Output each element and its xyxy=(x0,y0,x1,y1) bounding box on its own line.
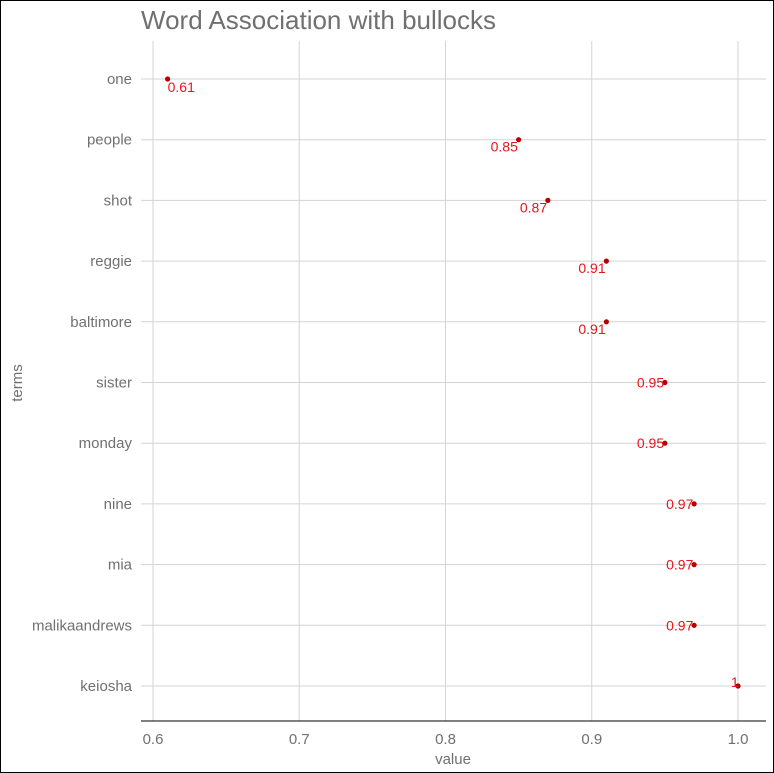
y-tick-label: people xyxy=(87,132,132,149)
y-tick-label: keiosha xyxy=(80,678,132,695)
y-tick-label: sister xyxy=(96,375,132,392)
y-tick-label: mia xyxy=(108,557,133,574)
y-tick-label: reggie xyxy=(90,253,132,270)
chart-title: Word Association with bullocks xyxy=(141,5,496,35)
y-tick-label: malikaandrews xyxy=(32,617,132,634)
x-tick-labels: 0.6 0.7 0.8 0.9 1.0 xyxy=(143,731,749,748)
data-point xyxy=(603,319,609,325)
x-tick-label: 0.8 xyxy=(435,731,456,748)
data-label: 1 xyxy=(731,674,739,690)
y-tick-label: nine xyxy=(104,496,132,513)
y-tick-labels: one people shot reggie baltimore sister monday… xyxy=(32,71,133,695)
data-point xyxy=(662,379,668,386)
x-tick-label: 0.9 xyxy=(581,731,602,748)
data-point xyxy=(545,197,551,203)
data-label: 0.95 xyxy=(637,435,664,451)
x-axis-title: value xyxy=(435,751,471,768)
y-tick-label: baltimore xyxy=(70,314,132,331)
y-axis-title: terms xyxy=(9,364,26,402)
data-point xyxy=(691,622,697,628)
data-label: 0.85 xyxy=(491,139,518,155)
data-label: 0.91 xyxy=(578,321,605,337)
data-points xyxy=(165,76,741,689)
x-tick-label: 0.6 xyxy=(143,731,164,748)
data-point xyxy=(165,76,171,82)
y-tick-label: monday xyxy=(79,435,133,452)
data-labels: 0.61 0.85 0.87 0.91 0.91 0.95 0.95 0.97 0.97 0.97… xyxy=(168,79,739,690)
x-tick-label: 0.7 xyxy=(289,731,310,748)
x-tick-label: 1.0 xyxy=(728,731,749,748)
y-tick-label: one xyxy=(107,71,132,88)
data-label: 0.97 xyxy=(666,557,693,573)
data-point xyxy=(691,501,697,507)
data-point xyxy=(516,137,522,143)
data-point xyxy=(603,258,609,264)
data-point xyxy=(735,683,741,689)
data-label: 0.61 xyxy=(168,79,195,95)
grid-layer xyxy=(141,41,766,721)
data-label: 0.91 xyxy=(578,260,605,276)
data-label: 0.95 xyxy=(637,375,664,391)
data-point xyxy=(691,562,697,568)
data-label: 0.97 xyxy=(666,496,693,512)
data-point xyxy=(662,440,668,446)
data-label: 0.87 xyxy=(520,199,547,215)
data-label: 0.97 xyxy=(666,617,693,633)
y-tick-label: shot xyxy=(104,192,133,209)
